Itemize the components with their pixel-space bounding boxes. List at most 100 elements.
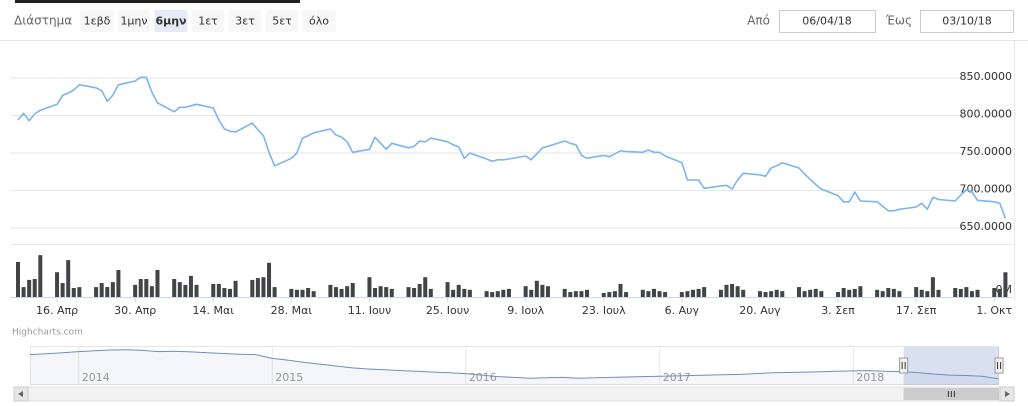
- volume-bar: [250, 279, 255, 297]
- volume-bar: [741, 289, 746, 297]
- x-tick-label: 16. Απρ: [36, 304, 78, 317]
- volume-bar: [735, 286, 740, 297]
- range-button-label[interactable]: 3ετ: [235, 15, 255, 28]
- range-button[interactable]: [228, 10, 262, 32]
- volume-bar: [227, 288, 232, 297]
- volume-bar: [618, 283, 623, 297]
- volume-bar: [389, 288, 394, 297]
- volume-bar: [99, 283, 104, 297]
- volume-bar: [646, 291, 651, 297]
- volume-bar: [423, 277, 428, 297]
- volume-bar: [534, 280, 539, 297]
- volume-bar: [808, 289, 813, 297]
- volume-bar: [105, 287, 110, 297]
- x-tick-label: 25. Ιουν: [426, 304, 469, 317]
- volume-bar: [60, 283, 65, 297]
- range-button-label[interactable]: 1εβδ: [84, 15, 111, 28]
- volume-bar: [155, 270, 160, 297]
- volume-bar: [71, 288, 76, 297]
- volume-bar: [919, 289, 924, 297]
- volume-bar: [32, 279, 37, 297]
- volume-bar: [289, 288, 294, 297]
- volume-bar: [495, 291, 500, 297]
- navigator-handle[interactable]: [899, 357, 909, 374]
- volume-bar: [573, 291, 578, 297]
- volume-bar: [339, 288, 344, 297]
- volume-bar: [529, 289, 534, 297]
- scrollbar-track[interactable]: [13, 386, 1015, 402]
- x-tick-label: 6. Αυγ: [665, 304, 700, 317]
- volume-bar: [880, 291, 885, 297]
- volume-bar: [294, 289, 299, 297]
- range-button-label[interactable]: 6μην: [155, 15, 186, 28]
- from-input[interactable]: [779, 10, 876, 33]
- x-tick-label: 30. Απρ: [114, 304, 156, 317]
- range-button-label[interactable]: 5ετ: [272, 15, 292, 28]
- range-button-label[interactable]: 1μην: [120, 15, 147, 28]
- volume-bar: [757, 291, 762, 297]
- range-button[interactable]: [80, 10, 114, 32]
- volume-bar: [149, 286, 154, 297]
- volume-bar: [953, 288, 958, 297]
- to-input[interactable]: [920, 10, 1014, 33]
- volume-bar: [718, 289, 723, 297]
- x-tick-label: 14. Μαι: [193, 304, 235, 317]
- range-button[interactable]: [117, 10, 151, 32]
- volume-bar: [992, 288, 997, 297]
- range-button[interactable]: [265, 10, 299, 32]
- range-button[interactable]: [154, 10, 188, 32]
- range-button[interactable]: [191, 10, 225, 32]
- range-button[interactable]: [302, 10, 336, 32]
- volume-bar: [484, 291, 489, 297]
- navigator-tick-label: 2017: [663, 371, 691, 384]
- volume-bar: [651, 288, 656, 297]
- volume-bar: [925, 291, 930, 297]
- credits: Highcharts.com: [12, 328, 83, 338]
- volume-bar: [958, 288, 963, 297]
- volume-bar: [730, 283, 735, 297]
- x-tick-label: 1. Οκτ: [976, 304, 1012, 317]
- volume-bar: [975, 289, 980, 297]
- volume-bar: [886, 288, 891, 297]
- volume-bar: [428, 288, 433, 297]
- volume-bar: [261, 277, 266, 297]
- volume-bar: [841, 288, 846, 297]
- volume-bar: [188, 275, 193, 297]
- volume-bar: [702, 287, 707, 297]
- volume-bar: [936, 289, 941, 297]
- volume-bar: [16, 261, 20, 297]
- volume-bar: [607, 292, 612, 297]
- volume-bar: [255, 278, 260, 297]
- volume-bar: [679, 292, 684, 297]
- volume-bar: [696, 288, 701, 297]
- volume-bar: [194, 284, 199, 297]
- y-tick-label: 850.0000: [960, 70, 1013, 83]
- navigator-selection[interactable]: [903, 347, 1000, 385]
- range-button-label[interactable]: 1ετ: [198, 15, 218, 28]
- volume-bar: [467, 289, 472, 297]
- y-tick-label: 700.0000: [960, 183, 1013, 196]
- volume-bar: [969, 291, 974, 297]
- volume-bar: [21, 287, 26, 297]
- volume-bar: [769, 291, 774, 297]
- volume-bar: [836, 292, 841, 297]
- volume-bar: [311, 291, 316, 297]
- volume-bar: [562, 288, 567, 297]
- volume-bar: [384, 287, 389, 297]
- volume-bar: [306, 288, 311, 297]
- x-tick-label: 20. Αυγ: [739, 304, 781, 317]
- navigator-handle[interactable]: [994, 357, 1004, 374]
- volume-bar: [640, 289, 645, 297]
- price-line: [17, 76, 1007, 219]
- volume-bar: [406, 287, 411, 297]
- volume-bar: [267, 262, 272, 297]
- volume-bar: [579, 291, 584, 297]
- range-button-label[interactable]: όλο: [309, 15, 329, 28]
- volume-bar: [300, 289, 305, 297]
- to-value[interactable]: 03/10/18: [942, 15, 991, 28]
- from-value[interactable]: 06/04/18: [802, 15, 851, 28]
- navigator-line: [29, 349, 999, 380]
- volume-bar: [724, 284, 729, 297]
- tab-bar: [15, 0, 300, 3]
